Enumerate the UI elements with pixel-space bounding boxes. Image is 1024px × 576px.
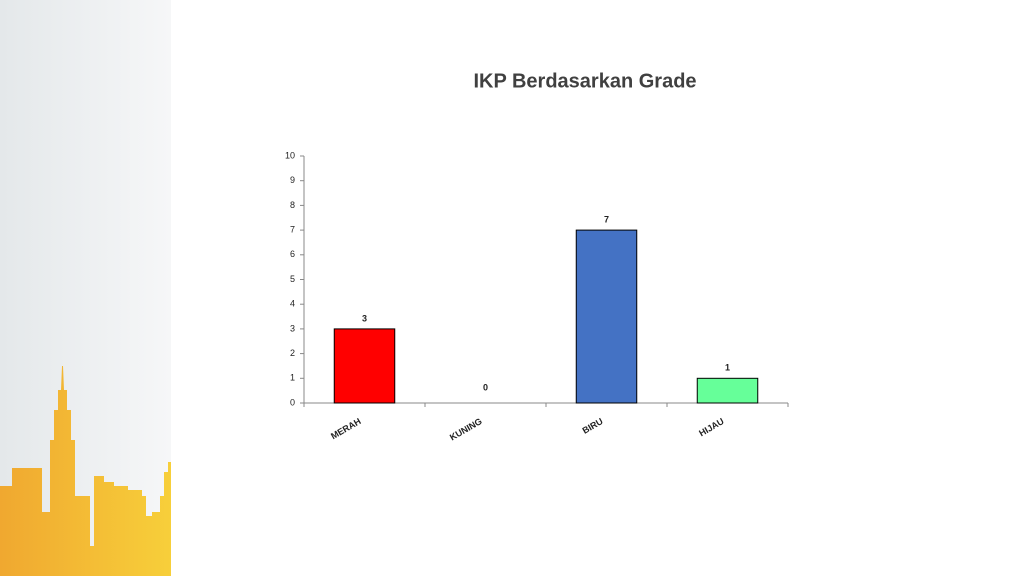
- y-tick-label: 4: [290, 299, 295, 309]
- bar: [696, 377, 759, 404]
- y-tick-label: 10: [285, 150, 295, 160]
- value-label: 3: [362, 313, 367, 323]
- chart-title: IKP Berdasarkan Grade: [473, 70, 696, 92]
- y-tick-label: 7: [290, 224, 295, 234]
- x-tick-label: KUNING: [448, 416, 484, 442]
- x-tick-label: BIRU: [581, 416, 605, 436]
- bar: [575, 229, 638, 404]
- y-tick-label: 6: [290, 249, 295, 259]
- x-tick-label: HIJAU: [697, 416, 725, 438]
- y-tick-label: 9: [290, 175, 295, 185]
- y-tick-label: 0: [290, 397, 295, 407]
- bar: [333, 328, 396, 404]
- value-label: 0: [483, 382, 488, 392]
- value-label: 1: [725, 363, 730, 373]
- y-tick-label: 8: [290, 200, 295, 210]
- y-tick-label: 2: [290, 348, 295, 358]
- y-tick-label: 1: [290, 373, 295, 383]
- y-tick-label: 3: [290, 323, 295, 333]
- y-tick-label: 5: [290, 274, 295, 284]
- skyline: [0, 366, 171, 576]
- x-tick-label: MERAH: [329, 416, 363, 441]
- value-label: 7: [604, 214, 609, 224]
